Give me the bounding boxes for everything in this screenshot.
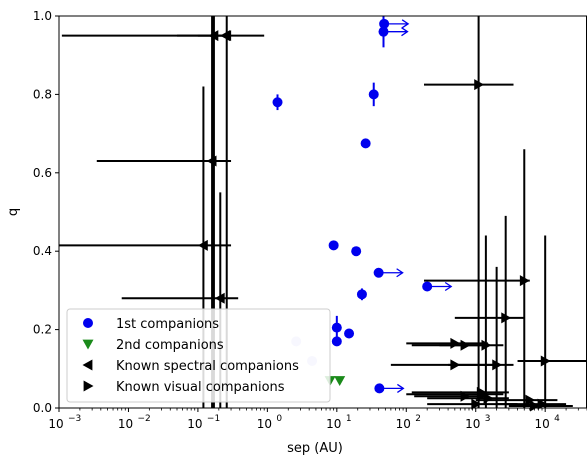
x-tick-label-6: 10 (465, 417, 480, 431)
x-axis-label: sep (AU) (287, 441, 343, 455)
first-companion-marker-7 (360, 138, 371, 149)
x-tick-label-7: 10 (535, 417, 550, 431)
visual-companion-marker-6 (450, 337, 461, 349)
first-companion-marker-1 (328, 240, 339, 251)
x-tick-label-1: 10 (118, 417, 133, 431)
visual-companion-marker-2 (501, 312, 512, 324)
legend-marker-1st-companions (83, 318, 93, 328)
y-axis-label: q (6, 208, 21, 216)
visual-companion-marker-7 (460, 339, 471, 351)
visual-companion-marker-16 (460, 390, 471, 402)
first-companion-marker-5 (351, 246, 362, 257)
first-companion-arrow-head-11 (401, 19, 410, 29)
first-companion-marker-2 (331, 322, 342, 333)
first-companion-arrow-head-9 (396, 268, 404, 278)
y-tick-label-5: 1.0 (33, 9, 52, 23)
x-tick-label-exp-7: 4 (554, 414, 560, 424)
visual-companion-marker-13 (525, 394, 536, 406)
first-companion-marker-9 (373, 267, 384, 278)
first-companion-marker-6 (356, 289, 367, 300)
data-markers-layer (197, 16, 551, 412)
x-tick-label-exp-0: −3 (68, 414, 81, 424)
visual-companion-marker-11 (483, 392, 494, 404)
spectral-companion-marker-5 (214, 292, 225, 304)
legend-marker-known-visual (83, 380, 94, 392)
first-companion-arrow-head-12 (401, 27, 409, 37)
legend-label-known-visual: Known visual companions (116, 380, 285, 395)
first-companion-arrow-head-10 (397, 383, 405, 393)
x-tick-label-exp-1: −2 (137, 414, 150, 424)
legend: 1st companions 2nd companions Known spec… (66, 308, 331, 403)
legend-box (66, 308, 331, 403)
x-tick-label-exp-4: 1 (346, 414, 352, 424)
legend-markers (82, 318, 94, 392)
visual-companion-marker-14 (537, 398, 548, 410)
x-tick-label-3: 10 (257, 417, 272, 431)
second-companion-marker-1 (334, 376, 346, 387)
visual-companion-marker-4 (492, 359, 503, 371)
visual-companion-marker-3 (481, 339, 492, 351)
x-tick-label-exp-3: 0 (276, 414, 282, 424)
legend-marker-2nd-companions (82, 339, 94, 350)
x-tick-label-exp-5: 2 (415, 414, 421, 424)
legend-label-known-spectral: Known spectral companions (116, 359, 299, 374)
x-tick-label-exp-6: 3 (485, 414, 491, 424)
visual-companion-marker-5 (540, 355, 551, 367)
spectral-companion-marker-4 (197, 239, 208, 251)
y-tick-label-1: 0.2 (33, 323, 52, 337)
first-companion-marker-0 (272, 97, 283, 108)
legend-marker-known-spectral (82, 359, 93, 371)
first-companion-arrow-head-13 (444, 281, 453, 292)
y-tick-label-2: 0.4 (33, 244, 52, 258)
first-companion-marker-12 (378, 26, 389, 37)
first-companion-marker-10 (374, 383, 385, 394)
x-tick-label-exp-2: −1 (207, 414, 220, 424)
visual-companion-marker-15 (530, 400, 540, 412)
x-tick-label-5: 10 (396, 417, 411, 431)
x-tick-label-0: 10 (48, 417, 63, 431)
x-tick-label-2: 10 (187, 417, 202, 431)
tick-labels-layer: 10 −3 10 −2 10 −1 10 0 10 1 10 2 10 3 10 4 0.0 0.2 0.4 0.6 0… (33, 9, 560, 431)
first-companion-marker-3 (331, 336, 342, 347)
y-tick-label-3: 0.6 (33, 166, 52, 180)
y-tick-label-0: 0.0 (33, 401, 52, 415)
spectral-companion-marker-2 (221, 30, 232, 42)
y-tick-label-4: 0.8 (33, 87, 52, 101)
visual-companion-marker-1 (519, 275, 530, 287)
visual-companion-marker-8 (450, 359, 461, 371)
first-companion-marker-13 (422, 281, 433, 292)
spectral-companion-marker-3 (206, 155, 217, 167)
first-companion-marker-8 (368, 89, 379, 100)
visual-companion-marker-0 (474, 79, 485, 91)
x-tick-label-4: 10 (326, 417, 341, 431)
first-companion-marker-4 (344, 328, 355, 339)
legend-label-2nd-companions: 2nd companions (116, 338, 224, 353)
legend-label-1st-companions: 1st companions (116, 317, 219, 332)
spectral-companion-marker-0 (208, 30, 219, 42)
visual-companion-marker-12 (471, 398, 482, 410)
